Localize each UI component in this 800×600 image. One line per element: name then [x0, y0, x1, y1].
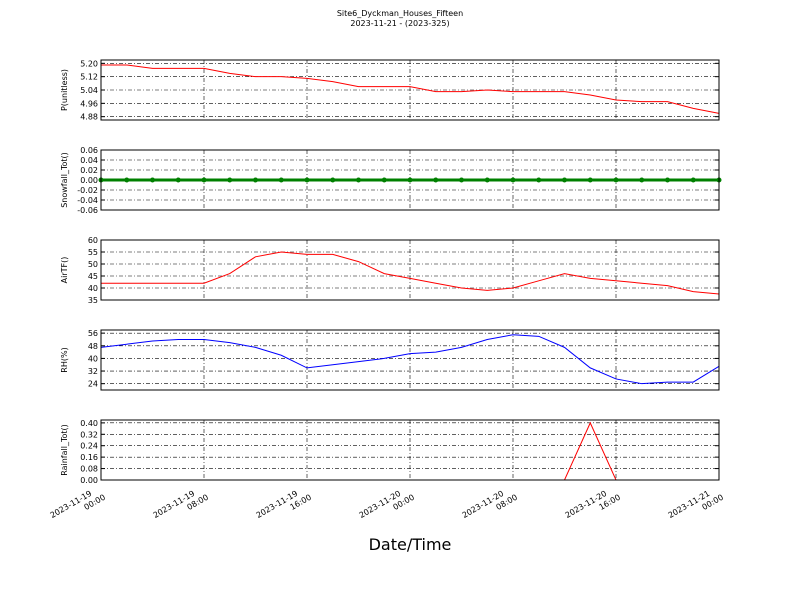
x-tick-label: 2023-11-2100:00	[667, 484, 725, 529]
y-tick-label: 45	[88, 272, 98, 281]
data-line	[101, 64, 720, 114]
y-tick-label: -0.04	[77, 196, 98, 205]
y-tick-label: 0.24	[80, 442, 98, 451]
marker	[253, 177, 258, 183]
y-tick-label: 35	[88, 296, 98, 305]
marker	[227, 177, 233, 183]
axes-frame	[100, 149, 720, 211]
y-tick-label: 24	[88, 380, 98, 389]
y-tick-label: 60	[88, 236, 98, 245]
marker	[356, 177, 361, 183]
marker	[613, 177, 619, 183]
marker	[536, 177, 542, 183]
marker	[484, 177, 490, 183]
axes-frame	[100, 59, 720, 121]
title: Site6_Dyckman_Houses_Fifteen	[337, 9, 463, 18]
axes-frame	[100, 419, 720, 481]
x-tick-label: 2023-11-1916:00	[255, 484, 313, 529]
x-axis-label: Date/Time	[369, 535, 452, 554]
y-tick-label: 0.06	[80, 146, 98, 155]
marker	[690, 177, 696, 183]
x-tick-label: 2023-11-2008:00	[461, 484, 519, 529]
marker	[433, 177, 439, 183]
y-tick-label: 5.04	[80, 86, 98, 95]
marker	[587, 177, 593, 183]
marker	[201, 177, 207, 183]
y-tick-label: 4.96	[80, 99, 98, 108]
y-axis-label: AirTF()	[60, 257, 69, 284]
y-tick-label: 5.12	[80, 73, 98, 82]
y-tick-label: 0.00	[80, 476, 98, 485]
marker	[124, 177, 130, 183]
y-tick-label: 40	[88, 284, 98, 293]
marker	[639, 177, 645, 183]
marker	[562, 177, 567, 183]
y-tick-label: 56	[88, 329, 98, 338]
y-tick-label: 4.88	[80, 113, 98, 122]
y-tick-label: 40	[88, 354, 98, 363]
marker	[150, 177, 155, 183]
y-tick-label: 0.00	[80, 176, 98, 185]
y-tick-label: -0.06	[77, 206, 98, 215]
y-tick-label: 0.32	[80, 430, 98, 439]
y-tick-label: 0.04	[80, 156, 98, 165]
y-axis-label: P(unitless)	[60, 69, 69, 111]
marker	[278, 177, 284, 183]
y-tick-label: 50	[88, 260, 98, 269]
marker	[381, 177, 387, 183]
y-tick-label: 0.02	[80, 166, 98, 175]
marker	[304, 177, 310, 183]
marker	[407, 177, 413, 183]
marker	[330, 177, 336, 183]
y-axis-label: Rainfall_Tot()	[60, 424, 69, 476]
y-axis-label: Snowfall_Tot()	[60, 152, 69, 208]
x-tick-label: 2023-11-2016:00	[564, 484, 622, 529]
marker	[665, 177, 670, 183]
x-tick-label: 2023-11-1908:00	[152, 484, 210, 529]
y-tick-label: 5.20	[80, 59, 98, 68]
x-tick-label: 2023-11-2000:00	[358, 484, 416, 529]
axes-frame	[100, 239, 720, 301]
y-tick-label: 55	[88, 248, 98, 257]
x-tick-label: 2023-11-1900:00	[49, 484, 107, 529]
y-axis-label: RH(%)	[60, 347, 69, 372]
y-tick-label: 0.40	[80, 419, 98, 428]
data-line	[101, 251, 720, 295]
y-tick-label: 0.08	[80, 465, 98, 474]
marker	[175, 177, 181, 183]
subtitle: 2023-11-21 - (2023-325)	[350, 19, 449, 28]
y-tick-label: 0.16	[80, 453, 98, 462]
data-line	[100, 334, 720, 385]
axes-frame	[100, 329, 720, 391]
marker	[510, 177, 516, 183]
y-tick-label: 32	[88, 367, 98, 376]
marker	[459, 177, 464, 183]
y-tick-label: -0.02	[77, 186, 98, 195]
y-tick-label: 48	[88, 342, 98, 351]
